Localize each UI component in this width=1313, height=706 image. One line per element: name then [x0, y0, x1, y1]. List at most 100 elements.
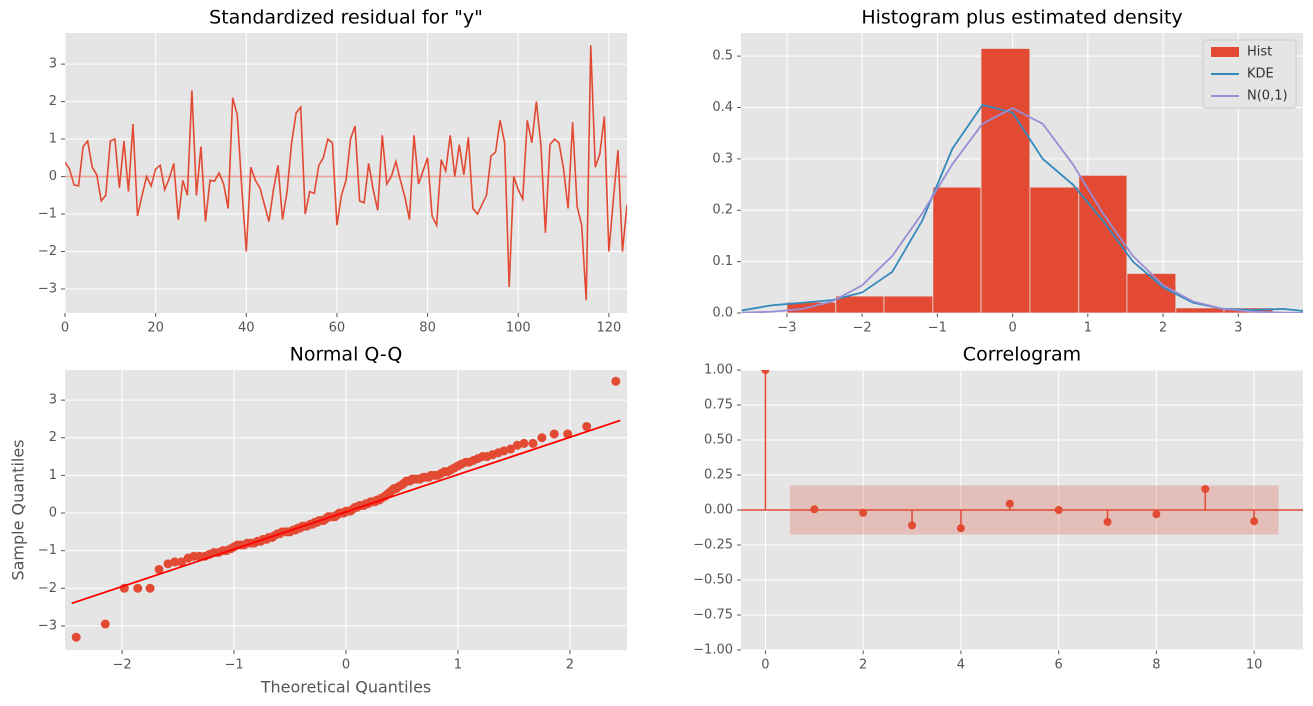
x-tick-label: 2: [1159, 321, 1167, 336]
hist-bar: [835, 295, 885, 313]
y-tick-label: 2: [49, 430, 57, 445]
y-tick-label: 0: [49, 506, 57, 521]
y-tick-label: −0.50: [693, 573, 733, 588]
x-tick-label: 0: [761, 658, 769, 673]
y-tick-label: 3: [49, 57, 57, 72]
hist-bar: [1078, 174, 1128, 313]
x-tick-label: 20: [147, 321, 164, 336]
qq-point: [611, 376, 621, 386]
y-axis-label: Sample Quantiles: [9, 439, 28, 580]
qq-point: [563, 429, 573, 439]
y-tick-label: 0.3: [712, 151, 733, 166]
x-tick-label: 80: [419, 321, 436, 336]
x-tick-label: 1: [1084, 321, 1092, 336]
stem-marker: [1005, 499, 1014, 508]
y-tick-label: 0.1: [712, 254, 733, 269]
y-tick-label: −3: [38, 618, 57, 633]
y-tick-label: 0.25: [704, 468, 733, 483]
qq-point: [176, 557, 186, 567]
qq-point: [582, 421, 592, 431]
legend-label: KDE: [1247, 67, 1274, 82]
x-tick-label: 0: [61, 321, 69, 336]
qq-point: [549, 429, 559, 439]
chart-title: Normal Q-Q: [290, 344, 403, 366]
stem-marker: [1250, 517, 1259, 526]
y-tick-label: 0.5: [712, 49, 733, 64]
x-tick-label: 4: [957, 658, 965, 673]
qq-point: [71, 632, 81, 642]
qq-point: [519, 438, 529, 448]
x-axis-label: Theoretical Quantiles: [260, 678, 432, 697]
y-tick-label: −2: [38, 581, 57, 596]
fit-line: [71, 419, 621, 605]
y-tick-label: −0.75: [693, 608, 733, 623]
y-tick-label: 1: [49, 132, 57, 147]
stem-marker: [1103, 517, 1112, 526]
hist-bar: [1029, 186, 1080, 313]
qq-point: [170, 557, 180, 567]
y-tick-label: 0.75: [704, 398, 733, 413]
plot-content: [71, 376, 621, 642]
x-tick-label: 100: [506, 321, 531, 336]
y-tick-label: 1: [49, 468, 57, 483]
x-tick-label: −3: [777, 321, 796, 336]
x-tick-label: −1: [928, 321, 947, 336]
y-tick-label: 0.00: [704, 503, 733, 518]
y-tick-label: −1: [38, 207, 57, 222]
y-tick-label: 0: [49, 169, 57, 184]
y-tick-label: −2: [38, 244, 57, 259]
residual-line: [65, 45, 627, 301]
hist-bar: [1175, 307, 1225, 313]
y-tick-label: 0.50: [704, 433, 733, 448]
hist-bar: [932, 186, 982, 313]
plot-content: [741, 48, 1303, 313]
stem-marker: [908, 521, 917, 530]
stem-marker: [810, 505, 819, 514]
panel: 0 2 4 6 8 10 −1.00 −0.75 −0.50 −0.25 0.00 0.25 0.50 0…: [693, 344, 1303, 673]
x-tick-label: 1: [454, 658, 462, 673]
y-tick-label: −3: [38, 282, 57, 297]
x-tick-label: 8: [1152, 658, 1160, 673]
qq-point: [537, 433, 547, 443]
stem-marker: [956, 524, 965, 533]
x-tick-label: 120: [596, 321, 621, 336]
y-tick-label: 0.2: [712, 203, 733, 218]
legend-label: N(0,1): [1247, 89, 1288, 104]
panel: −2 −1 0 1 2 −3 −2 −1 0 1 2 3 Normal Q-Q Theoretical Q…: [9, 344, 627, 697]
y-tick-label: 0.0: [712, 306, 733, 321]
qq-point: [133, 583, 143, 593]
chart-title: Histogram plus estimated density: [861, 7, 1182, 29]
y-tick-label: 0.4: [712, 100, 733, 115]
x-tick-label: 2: [859, 658, 867, 673]
hist-bar: [883, 295, 934, 313]
plot-content: [65, 45, 627, 301]
qq-point: [145, 583, 155, 593]
x-tick-label: 60: [329, 321, 346, 336]
plot-content: [741, 370, 1303, 535]
legend-label: Hist: [1247, 45, 1272, 60]
y-tick-label: −0.25: [693, 538, 733, 553]
x-tick-label: 10: [1246, 658, 1263, 673]
qq-point: [528, 438, 538, 448]
hist-bar: [1126, 273, 1177, 313]
x-tick-label: 0: [342, 658, 350, 673]
x-tick-label: 40: [238, 321, 255, 336]
stem-marker: [1152, 510, 1161, 519]
panel: −3 −2 −1 0 1 2 3 0.0 0.1 0.2 0.3 0.4 0.5 Hist KDE N(0,1…: [712, 7, 1303, 336]
x-tick-label: 2: [566, 658, 574, 673]
stem-marker: [761, 370, 770, 374]
x-tick-label: −2: [853, 321, 872, 336]
stem-marker: [1054, 506, 1063, 514]
y-tick-label: 3: [49, 393, 57, 408]
x-tick-label: −2: [113, 658, 132, 673]
stem-marker: [859, 508, 868, 517]
x-tick-label: 3: [1234, 321, 1242, 336]
x-tick-label: 6: [1055, 658, 1063, 673]
x-tick-label: −1: [224, 658, 243, 673]
hist-bar: [980, 48, 1031, 313]
legend-patch: [1211, 47, 1239, 57]
panel: 0 20 40 60 80 100 120 −3 −2 −1 0 1 2 3 Standardized re…: [38, 7, 627, 336]
y-tick-label: 2: [49, 94, 57, 109]
qq-point: [506, 444, 516, 454]
